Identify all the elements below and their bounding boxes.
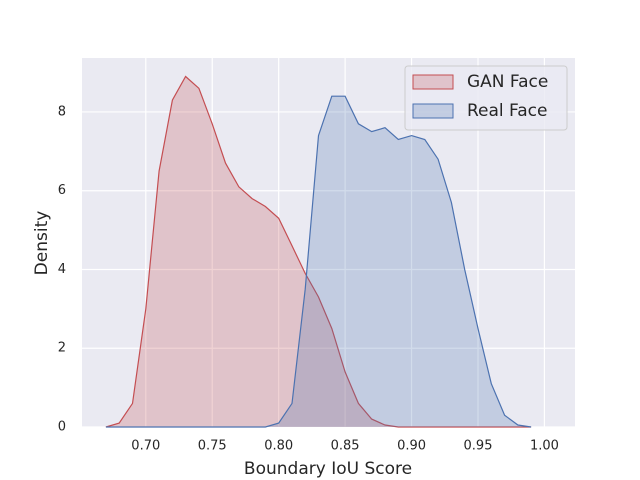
y-tick-label: 0 xyxy=(58,420,66,435)
y-tick-label: 2 xyxy=(58,341,66,356)
legend-swatch xyxy=(412,74,454,90)
density-line xyxy=(105,75,532,428)
y-tick-label: 6 xyxy=(58,183,66,198)
area-fill xyxy=(105,96,532,427)
area-fill xyxy=(105,76,532,427)
y-tick-label: 8 xyxy=(58,104,66,119)
y-tick-label: 4 xyxy=(58,262,66,277)
y-axis-label: Density xyxy=(32,211,52,276)
x-tick-label: 0.90 xyxy=(397,439,426,454)
x-tick-label: 0.95 xyxy=(464,439,493,454)
x-tick-label: 0.75 xyxy=(198,439,227,454)
x-tick-label: 0.85 xyxy=(331,439,360,454)
legend-label: GAN Face xyxy=(467,72,548,92)
x-axis-label: Boundary IoU Score xyxy=(244,459,412,479)
legend-label: Real Face xyxy=(467,101,548,121)
x-tick-label: 0.70 xyxy=(131,439,160,454)
density-line xyxy=(105,95,532,428)
legend-swatch xyxy=(412,103,454,119)
legend-box xyxy=(404,65,568,131)
x-tick-label: 1.00 xyxy=(530,439,559,454)
x-tick-label: 0.80 xyxy=(264,439,293,454)
